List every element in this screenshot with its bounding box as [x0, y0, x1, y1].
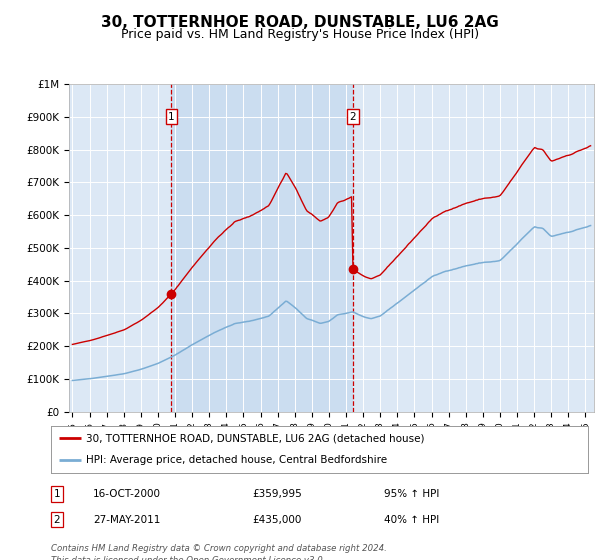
- Text: Contains HM Land Registry data © Crown copyright and database right 2024.
This d: Contains HM Land Registry data © Crown c…: [51, 544, 387, 560]
- Bar: [172, 84, 353, 412]
- Text: 30, TOTTERNHOE ROAD, DUNSTABLE, LU6 2AG (detached house): 30, TOTTERNHOE ROAD, DUNSTABLE, LU6 2AG …: [86, 433, 424, 444]
- Text: 1: 1: [168, 112, 175, 122]
- Text: 16-OCT-2000: 16-OCT-2000: [93, 489, 161, 499]
- Text: Price paid vs. HM Land Registry's House Price Index (HPI): Price paid vs. HM Land Registry's House …: [121, 28, 479, 41]
- Text: 27-MAY-2011: 27-MAY-2011: [93, 515, 160, 525]
- Text: 95% ↑ HPI: 95% ↑ HPI: [384, 489, 439, 499]
- Text: 1: 1: [53, 489, 61, 499]
- Text: 2: 2: [53, 515, 61, 525]
- Text: £435,000: £435,000: [252, 515, 301, 525]
- Text: 2: 2: [350, 112, 356, 122]
- Text: 30, TOTTERNHOE ROAD, DUNSTABLE, LU6 2AG: 30, TOTTERNHOE ROAD, DUNSTABLE, LU6 2AG: [101, 15, 499, 30]
- Text: HPI: Average price, detached house, Central Bedfordshire: HPI: Average price, detached house, Cent…: [86, 455, 387, 465]
- Text: 40% ↑ HPI: 40% ↑ HPI: [384, 515, 439, 525]
- Text: £359,995: £359,995: [252, 489, 302, 499]
